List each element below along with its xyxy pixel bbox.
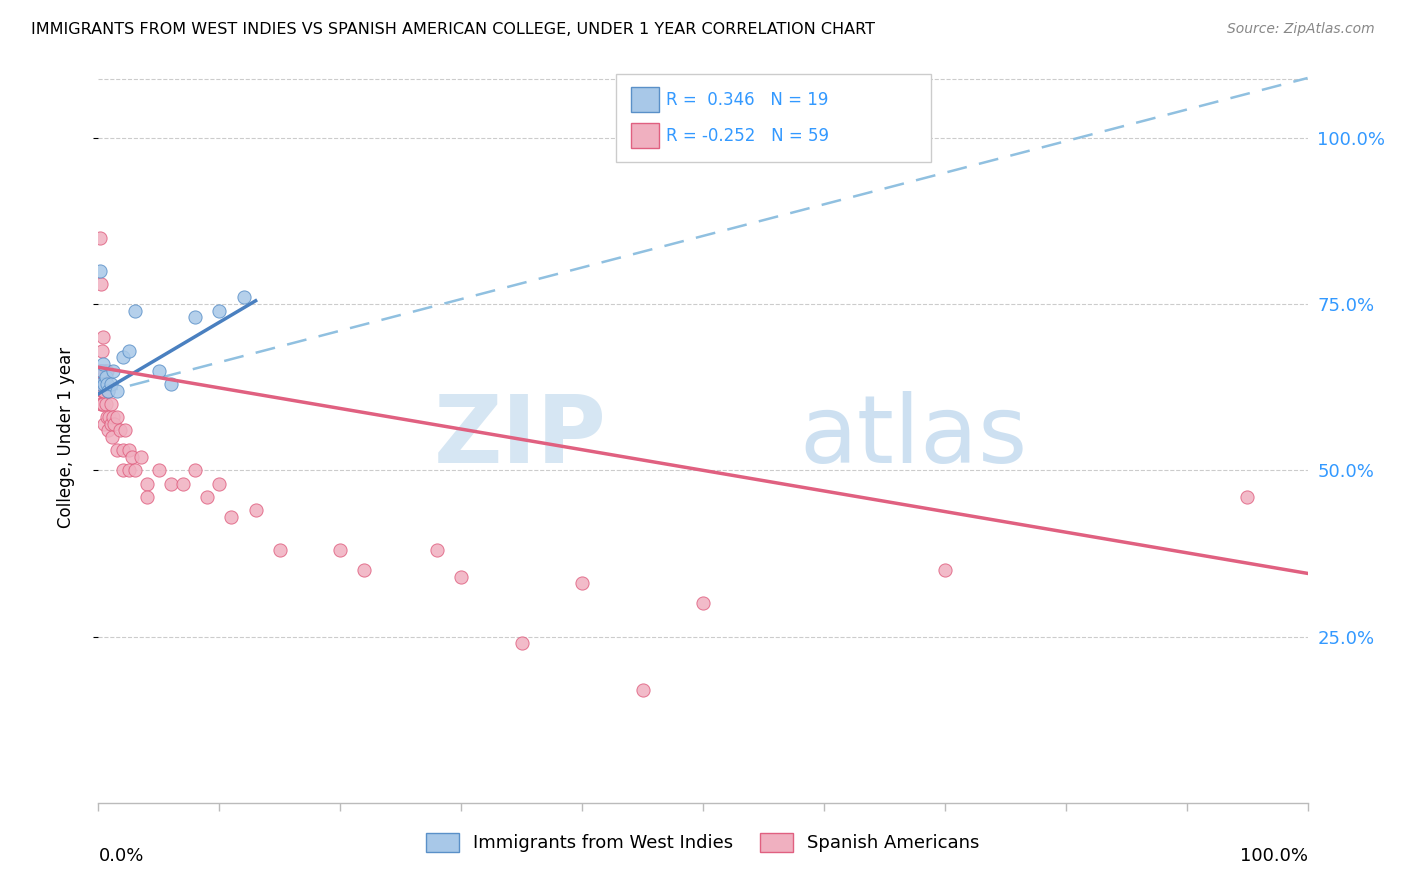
Text: ZIP: ZIP	[433, 391, 606, 483]
Point	[93, 363, 115, 377]
Point	[100, 417, 122, 431]
Point	[91, 397, 114, 411]
Point	[97, 384, 120, 398]
Point	[96, 376, 118, 391]
Text: R = -0.252   N = 59: R = -0.252 N = 59	[666, 127, 830, 145]
Point	[93, 417, 115, 431]
Point	[172, 476, 194, 491]
Point	[160, 476, 183, 491]
Point	[118, 343, 141, 358]
Text: Source: ZipAtlas.com: Source: ZipAtlas.com	[1227, 22, 1375, 37]
Point	[93, 376, 115, 391]
Text: atlas: atlas	[800, 391, 1028, 483]
Point	[121, 450, 143, 464]
Point	[232, 290, 254, 304]
Point	[94, 370, 117, 384]
Point	[148, 363, 170, 377]
Point	[94, 397, 117, 411]
Point	[124, 463, 146, 477]
Point	[91, 384, 114, 398]
Point	[135, 490, 157, 504]
Point	[100, 397, 122, 411]
Point	[934, 563, 956, 577]
Point	[353, 563, 375, 577]
Point	[103, 417, 125, 431]
Point	[89, 230, 111, 244]
Point	[160, 376, 183, 391]
Point	[631, 682, 654, 697]
Point	[111, 463, 134, 477]
Point	[208, 476, 231, 491]
Point	[571, 576, 593, 591]
Text: 100.0%: 100.0%	[1240, 847, 1308, 864]
Point	[91, 384, 114, 398]
Point	[93, 384, 115, 398]
Point	[129, 450, 152, 464]
Point	[97, 384, 120, 398]
Point	[111, 351, 134, 365]
Point	[94, 363, 117, 377]
Point	[100, 376, 122, 391]
Point	[148, 463, 170, 477]
Point	[91, 376, 114, 391]
Point	[208, 303, 231, 318]
Point	[245, 503, 267, 517]
Point	[101, 363, 124, 377]
Point	[91, 343, 114, 358]
Point	[118, 463, 141, 477]
Point	[195, 490, 218, 504]
Point	[98, 410, 121, 425]
Point	[510, 636, 533, 650]
Point	[96, 363, 118, 377]
Point	[91, 363, 114, 377]
Text: IMMIGRANTS FROM WEST INDIES VS SPANISH AMERICAN COLLEGE, UNDER 1 YEAR CORRELATIO: IMMIGRANTS FROM WEST INDIES VS SPANISH A…	[31, 22, 875, 37]
Point	[450, 570, 472, 584]
Point	[124, 303, 146, 318]
Point	[114, 424, 136, 438]
Point	[91, 397, 114, 411]
Point	[184, 463, 207, 477]
Point	[426, 543, 449, 558]
Point	[105, 384, 128, 398]
Point	[184, 310, 207, 325]
Point	[105, 410, 128, 425]
Point	[329, 543, 352, 558]
Point	[1236, 490, 1258, 504]
Point	[111, 443, 134, 458]
Point	[97, 424, 120, 438]
Point	[96, 410, 118, 425]
Point	[692, 596, 714, 610]
Point	[90, 277, 112, 292]
Text: 0.0%: 0.0%	[98, 847, 143, 864]
Point	[89, 264, 111, 278]
Y-axis label: College, Under 1 year: College, Under 1 year	[56, 346, 75, 528]
Point	[91, 357, 114, 371]
Point	[91, 330, 114, 344]
Legend: Immigrants from West Indies, Spanish Americans: Immigrants from West Indies, Spanish Ame…	[419, 826, 987, 860]
Point	[90, 397, 112, 411]
Point	[90, 376, 112, 391]
Point	[101, 410, 124, 425]
Point	[108, 424, 131, 438]
Point	[221, 509, 243, 524]
Point	[100, 430, 122, 444]
Point	[118, 443, 141, 458]
Point	[269, 543, 291, 558]
Point	[105, 443, 128, 458]
Point	[90, 363, 112, 377]
Text: R =  0.346   N = 19: R = 0.346 N = 19	[666, 91, 828, 109]
Point	[135, 476, 157, 491]
Point	[89, 363, 111, 377]
